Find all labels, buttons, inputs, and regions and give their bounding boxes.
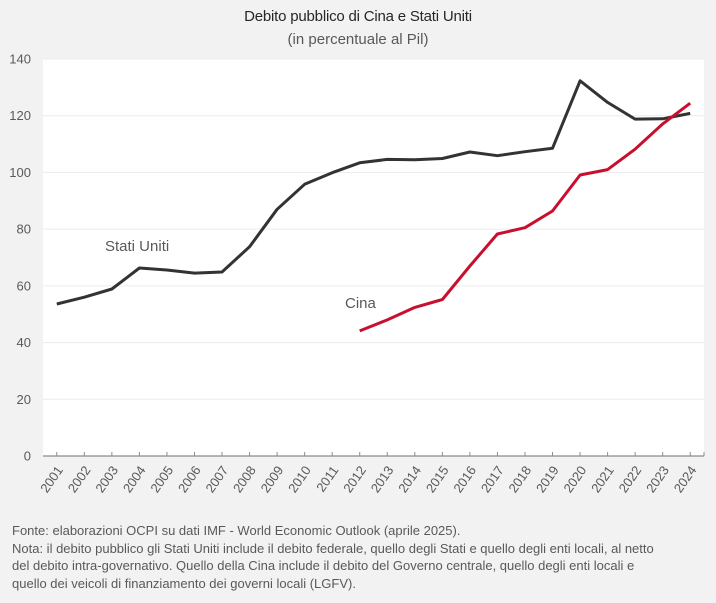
gridlines — [43, 58, 704, 400]
x-tick-label: 2009 — [258, 463, 287, 495]
x-tick-label: 2008 — [230, 463, 259, 495]
y-tick-label: 120 — [9, 108, 31, 123]
y-tick-label: 20 — [17, 392, 31, 407]
y-tick-label: 40 — [17, 335, 31, 350]
x-tick-label: 2006 — [175, 463, 204, 495]
x-tick-label: 2004 — [120, 463, 149, 495]
x-tick-label: 2024 — [671, 463, 700, 495]
x-tick-label: 2005 — [147, 463, 176, 495]
y-tick-label: 0 — [24, 449, 31, 464]
x-tick-label: 2011 — [313, 463, 341, 495]
x-tick-label: 2003 — [92, 463, 121, 495]
y-tick-label: 60 — [17, 278, 31, 293]
x-tick-label: 2016 — [450, 463, 479, 495]
x-tick-label: 2010 — [285, 463, 314, 495]
x-tick-label: 2023 — [643, 463, 672, 495]
x-tick-label: 2019 — [533, 463, 562, 495]
x-tick-label: 2013 — [368, 463, 397, 495]
x-tick-label: 2015 — [423, 463, 452, 495]
footnote-note-line-2: del debito intra-governativo. Quello del… — [12, 558, 635, 573]
x-tick-label: 2014 — [395, 463, 424, 495]
x-axis: 2001200220032004200520062007200820092010… — [37, 452, 705, 495]
series-line-stati-uniti — [56, 79, 691, 306]
footnote: Fonte: elaborazioni OCPI su dati IMF - W… — [12, 522, 712, 592]
chart-subtitle: (in percentuale al Pil) — [287, 31, 429, 48]
plot-area — [43, 59, 704, 456]
x-tick-label: 2021 — [588, 463, 617, 495]
x-tick-label: 2002 — [65, 463, 94, 495]
y-axis: 0 20 40 60 80 100 120 140 — [9, 52, 31, 464]
y-tick-label: 80 — [17, 222, 31, 237]
series-lines — [56, 79, 692, 333]
x-tick-label: 2022 — [616, 463, 645, 495]
x-tick-label: 2018 — [505, 463, 534, 495]
label-stati-uniti: Stati Uniti — [105, 238, 169, 255]
x-tick-label: 2012 — [340, 463, 369, 495]
x-tick-label: 2001 — [37, 463, 66, 495]
x-tick-label: 2017 — [478, 463, 507, 495]
footnote-note-line-3: quello dei veicoli di finanziamento dei … — [12, 575, 356, 591]
chart-title: Debito pubblico di Cina e Stati Uniti — [244, 8, 472, 25]
y-tick-label: 140 — [9, 52, 31, 67]
x-tick-label: 2020 — [560, 463, 589, 495]
y-tick-label: 100 — [9, 165, 31, 180]
x-tick-label: 2007 — [202, 463, 231, 495]
footnote-source: Fonte: elaborazioni OCPI su dati IMF - W… — [12, 523, 461, 538]
label-cina: Cina — [345, 295, 377, 312]
footnote-note-line-1: Nota: il debito pubblico gli Stati Uniti… — [12, 540, 654, 556]
